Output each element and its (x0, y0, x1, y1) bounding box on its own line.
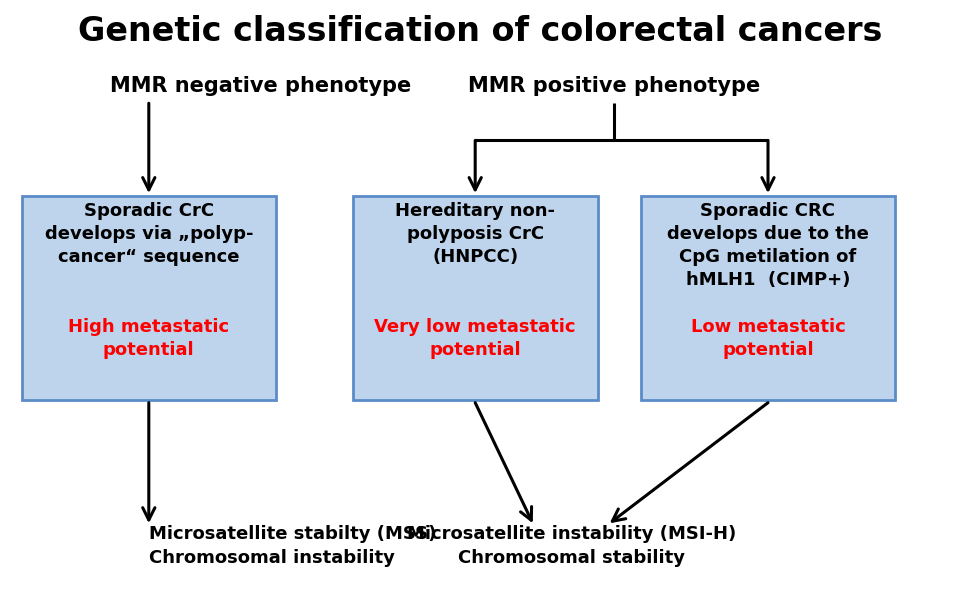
FancyBboxPatch shape (21, 196, 276, 400)
Text: MMR positive phenotype: MMR positive phenotype (468, 76, 760, 96)
Text: Genetic classification of colorectal cancers: Genetic classification of colorectal can… (78, 15, 882, 48)
Text: Microsatellite stabilty (MSS)
Chromosomal instability: Microsatellite stabilty (MSS) Chromosoma… (149, 525, 436, 566)
Text: Low metastatic
potential: Low metastatic potential (690, 318, 846, 359)
Text: High metastatic
potential: High metastatic potential (68, 318, 229, 359)
Text: MMR negative phenotype: MMR negative phenotype (110, 76, 412, 96)
FancyBboxPatch shape (353, 196, 597, 400)
FancyBboxPatch shape (641, 196, 895, 400)
Text: Microsatellite instability (MSI-H)
Chromosomal stability: Microsatellite instability (MSI-H) Chrom… (407, 525, 735, 566)
Text: Very low metastatic
potential: Very low metastatic potential (374, 318, 576, 359)
Text: Sporadic CrC
develops via „polyp-
cancer“ sequence: Sporadic CrC develops via „polyp- cancer… (44, 202, 253, 266)
Text: Hereditary non-
polyposis CrC
(HNPCC): Hereditary non- polyposis CrC (HNPCC) (396, 202, 555, 266)
Text: Sporadic CRC
develops due to the
CpG metilation of
hMLH1  (CIMP+): Sporadic CRC develops due to the CpG met… (667, 202, 869, 289)
